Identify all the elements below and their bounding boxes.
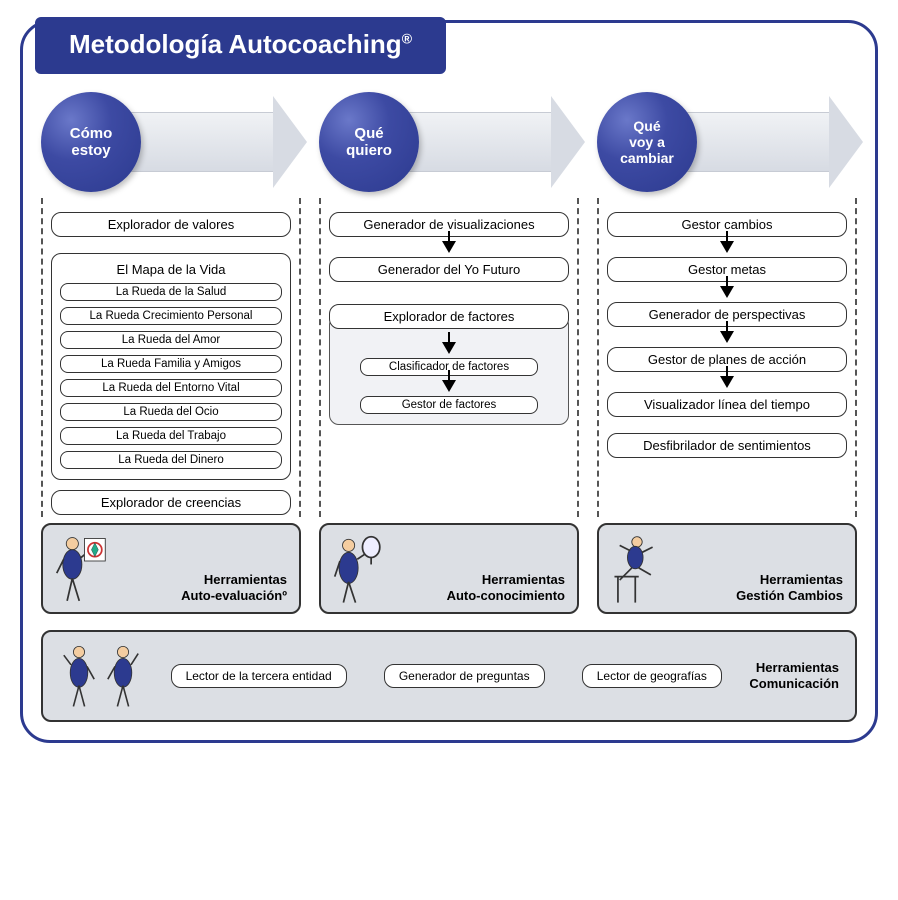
columns-row: Cómo estoy Explorador de valores El Mapa… [41,94,857,614]
mapa-vida-box: El Mapa de la Vida La Rueda de la Salud … [51,253,291,480]
stage-label: Qué quiero [346,125,392,160]
stage-circle: Qué quiero [319,92,419,192]
flow-arrow-icon [720,376,734,388]
rueda-item: La Rueda del Dinero [60,451,282,469]
figure-talk-icon [103,644,143,708]
flow-arrow-icon [720,241,734,253]
figure-hurdle-icon [611,535,663,604]
rueda-item: La Rueda del Amor [60,331,282,349]
stage-circle: Qué voy a cambiar [597,92,697,192]
rueda-item: La Rueda del Ocio [60,403,282,421]
stage-header: Cómo estoy [41,94,301,190]
tool-pill: Generador del Yo Futuro [329,257,569,282]
dashed-zone: Generador de visualizaciones Generador d… [319,198,579,517]
dashed-zone: Explorador de valores El Mapa de la Vida… [41,198,301,517]
dashed-zone: Gestor cambios Gestor metas Generador de… [597,198,857,517]
tool-pill: Visualizador línea del tiempo [607,392,847,417]
rueda-item: La Rueda de la Salud [60,283,282,301]
bottom-label: Herramientas Comunicación [749,660,839,693]
flow-arrow-icon [720,286,734,298]
footer-label: Herramientas Auto-conocimiento [447,572,565,605]
bottom-pill: Lector de geografías [582,664,722,688]
bottom-figures [59,644,143,708]
column-como-estoy: Cómo estoy Explorador de valores El Mapa… [41,94,301,614]
rueda-item: La Rueda del Entorno Vital [60,379,282,397]
rueda-item: La Rueda del Trabajo [60,427,282,445]
flow-arrow-icon [442,342,456,354]
figure-talk-icon [59,644,99,708]
tool-pill: Explorador de valores [51,212,291,237]
factor-item: Gestor de factores [360,396,538,414]
title-sup: ® [402,30,412,46]
factor-wrapper: Explorador de factores Clasificador de f… [329,304,569,425]
flow-arrow-icon [442,380,456,392]
tools-footer: Herramientas Gestión Cambios [597,523,857,614]
title-banner: Metodología Autocoaching® [35,17,446,74]
tools-footer: Herramientas Auto-conocimiento [319,523,579,614]
bottom-tools-bar: Lector de la tercera entidad Generador d… [41,630,857,722]
column-que-quiero: Qué quiero Generador de visualizaciones … [319,94,579,614]
rueda-item: La Rueda Familia y Amigos [60,355,282,373]
rueda-item: La Rueda Crecimiento Personal [60,307,282,325]
mapa-title: El Mapa de la Vida [60,262,282,277]
flow-arrow-icon [720,331,734,343]
diagram-frame: Metodología Autocoaching® Cómo estoy Exp… [20,20,878,743]
factor-grey-box: Clasificador de factores Gestor de facto… [329,315,569,425]
stage-label: Qué voy a cambiar [620,118,674,166]
bottom-pill: Lector de la tercera entidad [171,664,347,688]
stage-header: Qué voy a cambiar [597,94,857,190]
bottom-pills-row: Lector de la tercera entidad Generador d… [159,664,733,688]
flow-arrow-icon [442,241,456,253]
stage-header: Qué quiero [319,94,579,190]
title-text: Metodología Autocoaching [69,29,402,59]
stage-label: Cómo estoy [70,125,113,160]
factor-title-pill: Explorador de factores [329,304,569,329]
figure-compass-icon [55,535,107,604]
footer-label: Herramientas Auto-evaluaciónº [181,572,287,605]
tool-pill: Explorador de creencias [51,490,291,515]
tools-footer: Herramientas Auto-evaluaciónº [41,523,301,614]
footer-label: Herramientas Gestión Cambios [736,572,843,605]
figure-mirror-icon [333,535,385,604]
tool-pill: Desfibrilador de sentimientos [607,433,847,458]
stage-circle: Cómo estoy [41,92,141,192]
bottom-pill: Generador de preguntas [384,664,545,688]
column-que-cambiar: Qué voy a cambiar Gestor cambios Gestor … [597,94,857,614]
